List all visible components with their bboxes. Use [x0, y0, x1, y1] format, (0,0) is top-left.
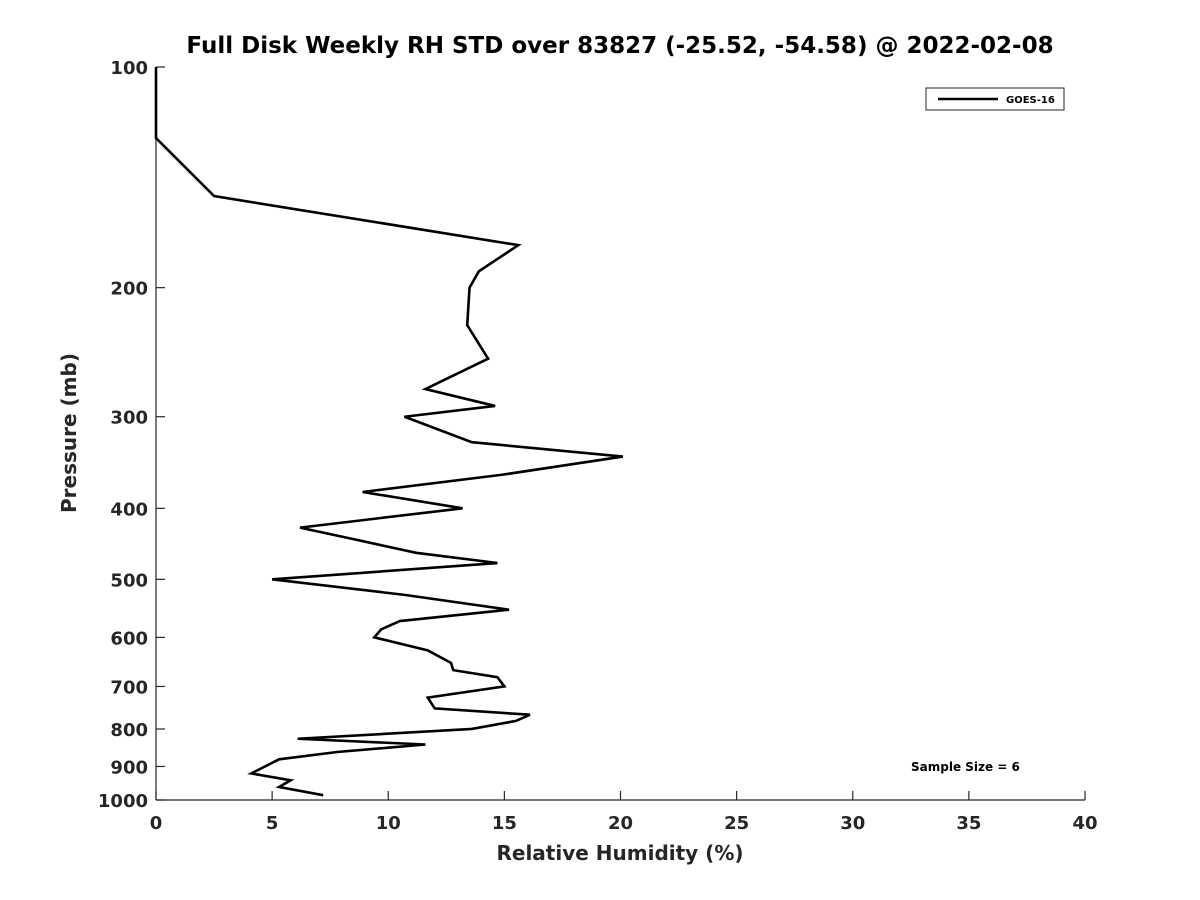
y-tick-label: 900 [110, 757, 148, 778]
x-tick-label: 10 [376, 813, 401, 834]
y-tick-label: 600 [110, 628, 148, 649]
y-tick-label: 100 [110, 58, 148, 79]
x-tick-label: 35 [956, 813, 981, 834]
series-line-goes-16 [154, 67, 624, 797]
y-axis-label: Pressure (mb) [57, 353, 81, 513]
y-tick-label: 500 [110, 570, 148, 591]
x-tick-label: 15 [492, 813, 517, 834]
y-tick-label: 700 [110, 677, 148, 698]
x-tick-label: 25 [724, 813, 749, 834]
axes: 0 5 10 15 20 25 30 35 40 100 200 300 400 500 600 700 800… [98, 58, 1098, 834]
y-tick-label: 200 [110, 279, 148, 300]
y-tick-label: 300 [110, 408, 148, 429]
legend-entry-label: GOES-16 [1006, 95, 1055, 106]
x-tick-label: 40 [1072, 813, 1097, 834]
series-layer [154, 67, 624, 797]
chart-title: Full Disk Weekly RH STD over 83827 (-25.… [186, 33, 1053, 59]
x-tick-label: 0 [150, 813, 163, 834]
x-tick-label: 5 [266, 813, 279, 834]
x-axis-label: Relative Humidity (%) [496, 841, 743, 865]
y-tick-label: 400 [110, 499, 148, 520]
x-tick-label: 30 [840, 813, 865, 834]
legend: GOES-16 [925, 87, 1065, 111]
y-tick-label: 1000 [98, 791, 148, 812]
sample-size-annotation: Sample Size = 6 [911, 760, 1020, 774]
y-tick-label: 800 [110, 720, 148, 741]
x-tick-label: 20 [608, 813, 633, 834]
